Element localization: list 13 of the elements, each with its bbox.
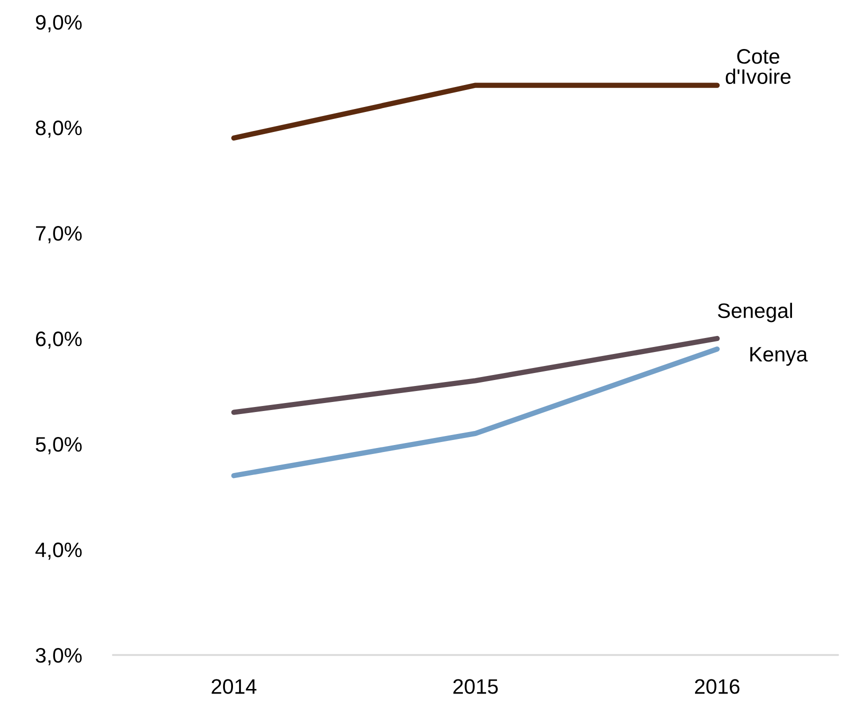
x-tick-label: 2014: [212, 679, 256, 694]
y-tick-label: 8,0%: [36, 120, 82, 138]
series-label: Cote d'Ivoire: [726, 49, 790, 84]
series-label: Senegal: [718, 302, 792, 322]
series-label: Kenya: [750, 347, 808, 366]
y-tick-label: 4,0%: [35, 542, 82, 560]
y-tick-label: 3,0%: [36, 648, 82, 666]
x-tick-label: 2016: [695, 679, 740, 694]
y-tick-label: 9,0%: [36, 15, 82, 32]
y-tick-label: 5,0%: [36, 437, 82, 454]
y-tick-label: 7,0%: [36, 226, 82, 244]
x-tick-label: 2015: [453, 679, 498, 694]
y-tick-label: 6,0%: [36, 332, 82, 349]
